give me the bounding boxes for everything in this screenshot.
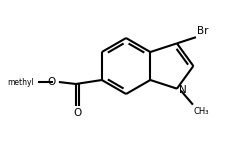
Text: O: O	[48, 77, 56, 87]
Text: N: N	[179, 85, 187, 95]
Text: methyl: methyl	[7, 77, 34, 87]
Text: CH₃: CH₃	[194, 107, 209, 116]
Text: O: O	[73, 108, 82, 118]
Text: Br: Br	[197, 26, 208, 36]
